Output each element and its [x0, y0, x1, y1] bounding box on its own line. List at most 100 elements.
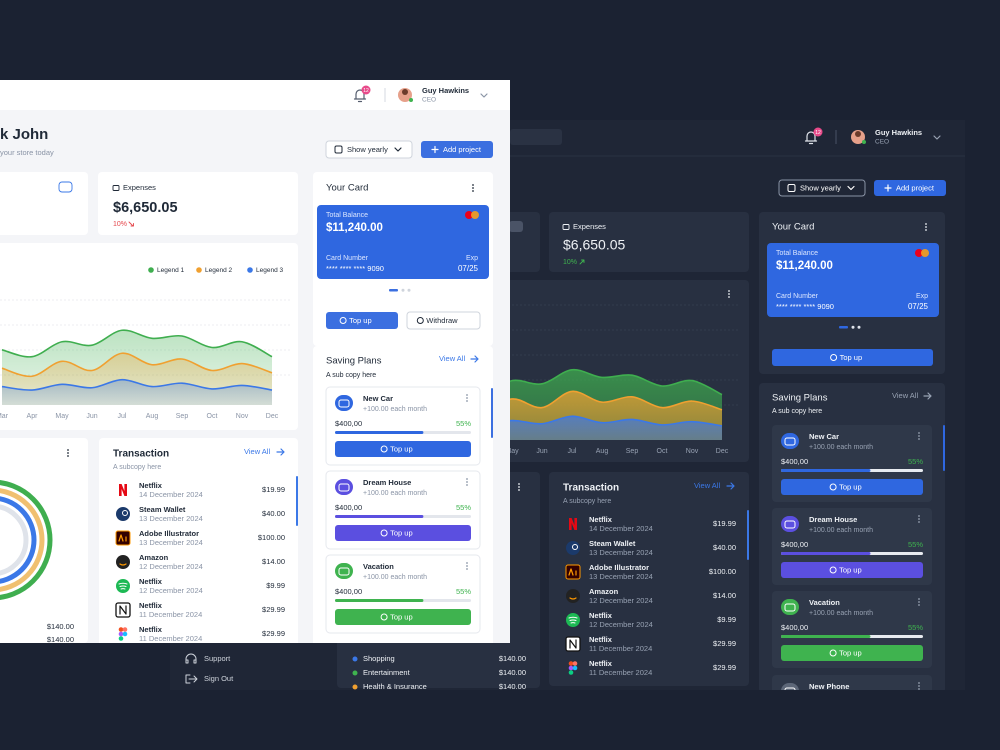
section-title: Your Card [772, 222, 814, 233]
section-subtitle: A subcopy here [113, 464, 161, 471]
button-label[interactable]: Top up [390, 528, 413, 537]
legend-dot [148, 267, 154, 273]
button[interactable] [781, 479, 923, 495]
illustrator-icon [115, 530, 131, 546]
menu-dot [466, 397, 468, 399]
view-all-link[interactable]: View All [244, 447, 270, 456]
amazon-icon [116, 555, 130, 569]
figma-icon [572, 661, 578, 666]
transaction-name: Netflix [589, 611, 613, 620]
status-dot [862, 140, 866, 144]
illustrator-icon [118, 534, 127, 542]
menu-dot [466, 394, 468, 396]
progress-fill [781, 469, 871, 472]
view-all-link[interactable]: View All [439, 354, 465, 363]
line [1, 352, 273, 378]
mastercard-icon [915, 249, 923, 257]
mastercard-icon [921, 249, 929, 257]
menu-dot [918, 601, 920, 603]
button[interactable] [772, 349, 933, 366]
transaction-amount: $14.00 [713, 591, 736, 600]
sidebar-item[interactable]: Support [204, 654, 231, 663]
x-tick-label: Apr [27, 413, 39, 420]
menu-dot [518, 483, 520, 485]
greeting-subtitle: your store today [0, 148, 54, 157]
transaction-amount: $40.00 [262, 509, 285, 518]
add-project-label[interactable]: Add project [896, 183, 935, 192]
transaction-date: 12 December 2024 [139, 586, 203, 595]
button[interactable] [326, 312, 398, 329]
show-yearly-label[interactable]: Show yearly [800, 183, 841, 192]
avatar [402, 89, 408, 95]
button-icon [380, 445, 388, 453]
menu-dot [67, 449, 69, 451]
section-subtitle: A sub copy here [772, 408, 822, 415]
button-label[interactable]: Top up [839, 565, 862, 574]
line [1, 329, 273, 358]
button[interactable] [335, 441, 471, 457]
transaction-name: Netflix [589, 515, 613, 524]
greeting-title: k John [0, 126, 48, 143]
button-label[interactable]: Top up [349, 316, 372, 325]
menu-dot [918, 432, 920, 434]
transaction-date: 14 December 2024 [139, 490, 203, 499]
expenses-card [549, 212, 749, 272]
x-tick-label: Nov [236, 413, 249, 420]
button-label[interactable]: Top up [840, 353, 863, 362]
plan-amount: $400,00 [335, 419, 362, 428]
line [1, 378, 273, 391]
sidebar-item[interactable]: Sign Out [204, 674, 234, 683]
add-project-button[interactable] [874, 180, 946, 196]
button-label[interactable]: Top up [839, 648, 862, 657]
menu-dot [918, 685, 920, 687]
button[interactable] [335, 525, 471, 541]
button-label[interactable]: Top up [390, 444, 413, 453]
spending-amount: $140.00 [499, 668, 526, 677]
plan-rate: +100.00 each month [809, 527, 873, 534]
menu-dot [518, 489, 520, 491]
transaction-name: Netflix [139, 577, 163, 586]
button-label[interactable]: Withdraw [426, 316, 458, 325]
illustrator-icon [568, 568, 577, 576]
legend-dot [196, 267, 202, 273]
view-all-link[interactable]: View All [694, 481, 720, 490]
donut-ring [0, 480, 53, 600]
x-tick-label: Dec [716, 448, 729, 455]
add-project-button[interactable] [421, 141, 493, 158]
plan-icon [781, 433, 799, 449]
button[interactable] [781, 645, 923, 661]
x-tick-label: Jun [536, 448, 547, 455]
button[interactable] [406, 311, 481, 330]
plan-name: Vacation [809, 598, 840, 607]
exp-label: Exp [916, 293, 928, 300]
button-label[interactable]: Top up [839, 482, 862, 491]
transaction-name: Adobe Illustrator [589, 563, 649, 572]
expenses-value: $6,650.05 [563, 237, 625, 253]
plan-icon [784, 603, 796, 612]
balance-value: $11,240.00 [776, 260, 833, 272]
show-yearly-label[interactable]: Show yearly [347, 145, 388, 154]
plan-icon [338, 399, 350, 408]
button-label[interactable]: Top up [390, 612, 413, 621]
legend-dot [352, 670, 358, 676]
add-project-label[interactable]: Add project [443, 145, 482, 154]
expenses-card [98, 172, 298, 235]
illustrator-icon [565, 564, 581, 580]
transaction-name: Steam Wallet [589, 539, 636, 548]
donut-ring [0, 504, 29, 576]
section-title: Saving Plans [772, 393, 828, 404]
button[interactable] [335, 609, 471, 625]
search-box[interactable] [510, 129, 562, 145]
transaction-date: 12 December 2024 [589, 596, 653, 605]
show-yearly-button[interactable] [778, 179, 866, 197]
plus-icon [884, 184, 892, 192]
transaction-amount: $100.00 [709, 567, 736, 576]
transaction-date: 13 December 2024 [139, 538, 203, 547]
figma-icon [118, 631, 124, 637]
menu-dot [918, 688, 920, 690]
view-all-link[interactable]: View All [892, 391, 918, 400]
show-yearly-button[interactable] [325, 140, 413, 159]
button[interactable] [781, 562, 923, 578]
spending-amount: $140.00 [499, 654, 526, 663]
spotify-icon [568, 616, 578, 624]
